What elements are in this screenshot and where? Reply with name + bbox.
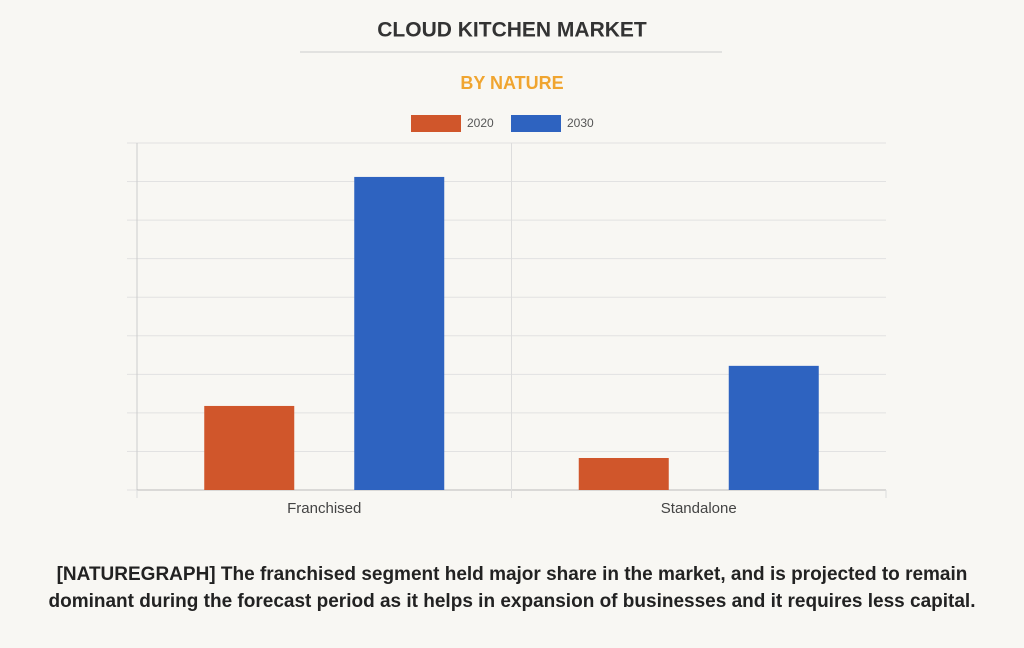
chart-subtitle: BY NATURE xyxy=(460,73,563,93)
x-tick-label: Franchised xyxy=(287,500,361,517)
bar xyxy=(728,365,819,490)
caption: [NATUREGRAPH] The franchised segment hel… xyxy=(48,564,976,612)
bar xyxy=(354,176,445,490)
legend-swatch xyxy=(411,115,461,132)
chart-title: CLOUD KITCHEN MARKET xyxy=(377,19,647,42)
legend-swatch xyxy=(511,115,561,132)
chart: CLOUD KITCHEN MARKET BY NATURE 2020 2030 F… xyxy=(127,19,887,517)
legend-label: 2030 xyxy=(567,116,594,130)
legend-label: 2020 xyxy=(467,116,494,130)
x-tick-label: Standalone xyxy=(661,500,737,517)
bar xyxy=(578,457,669,490)
bar xyxy=(204,405,295,490)
